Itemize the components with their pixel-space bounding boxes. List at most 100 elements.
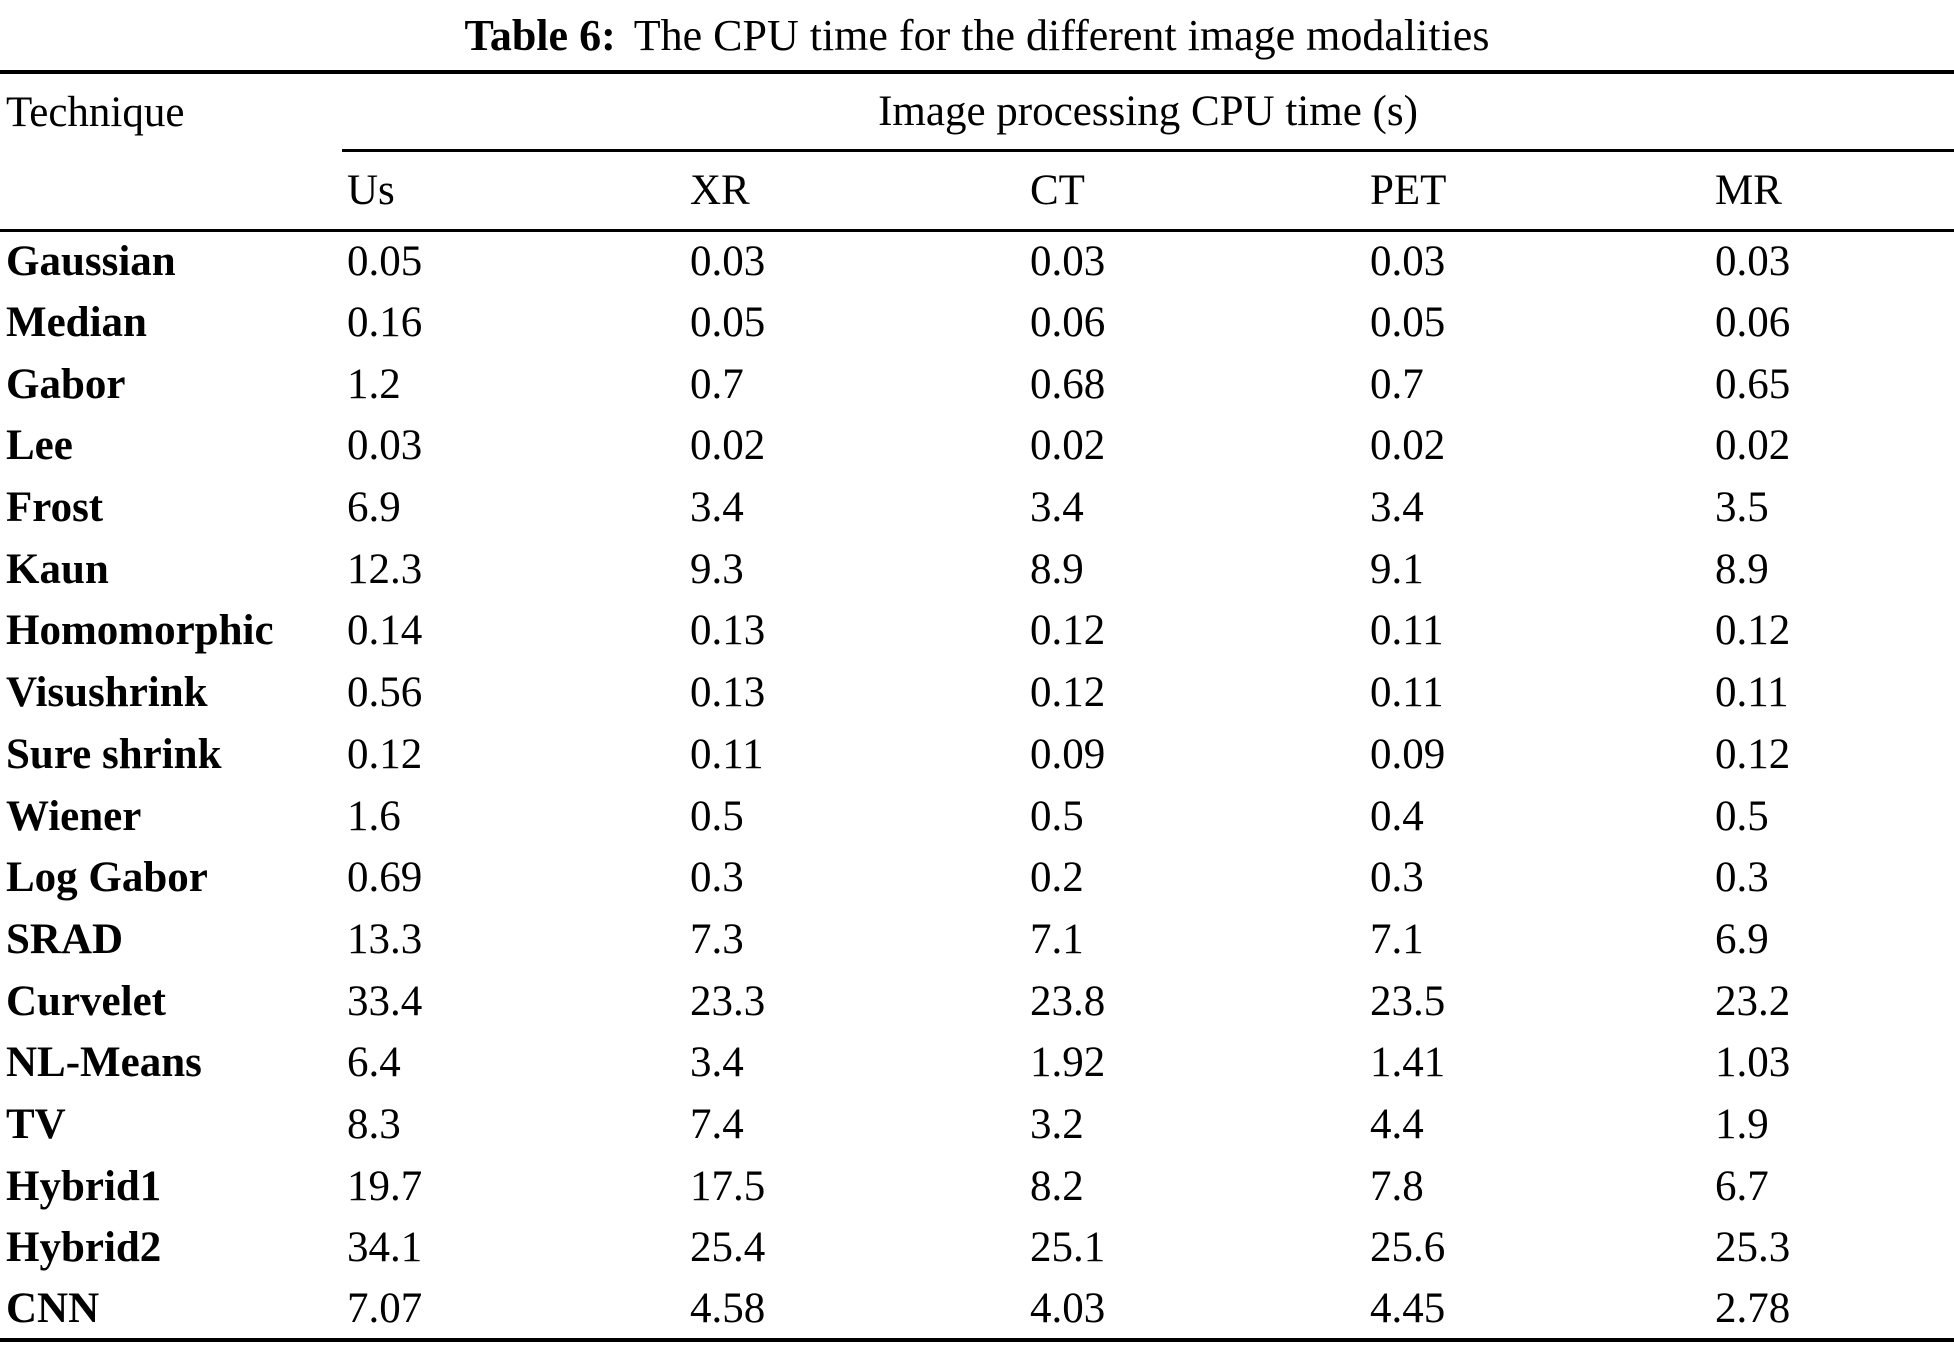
cpu-time-table: Technique Image processing CPU time (s) … xyxy=(0,70,1954,1343)
table-caption: Table 6: The CPU time for the different … xyxy=(0,0,1954,70)
value-cell: 0.03 xyxy=(1715,238,1791,286)
group-header-row: Technique Image processing CPU time (s) xyxy=(0,72,1954,152)
value-cell: 23.8 xyxy=(1030,977,1106,1025)
technique-cell: Hybrid1 xyxy=(6,1162,162,1210)
value-cell: 3.4 xyxy=(690,1039,744,1087)
technique-cell: Log Gabor xyxy=(6,854,208,902)
value-cell: 25.1 xyxy=(1030,1224,1106,1272)
value-cell: 6.7 xyxy=(1715,1162,1769,1210)
value-cell: 4.4 xyxy=(1370,1100,1424,1148)
value-cell: 8.9 xyxy=(1715,545,1769,593)
value-cell: 3.4 xyxy=(1370,484,1424,532)
value-cell: 4.45 xyxy=(1370,1285,1446,1333)
modality-header-mr: MR xyxy=(1715,166,1782,214)
value-cell: 0.5 xyxy=(1715,792,1769,840)
value-cell: 1.03 xyxy=(1715,1039,1791,1087)
value-cell: 0.69 xyxy=(347,854,423,902)
table-row: Visushrink 0.56 0.13 0.12 0.11 0.11 xyxy=(0,662,1954,724)
value-cell: 7.4 xyxy=(690,1100,744,1148)
value-cell: 0.65 xyxy=(1715,360,1791,408)
cpu-time-span-header: Image processing CPU time (s) xyxy=(342,72,1954,152)
technique-cell: Visushrink xyxy=(6,669,208,717)
table-row: Gaussian 0.05 0.03 0.03 0.03 0.03 xyxy=(0,230,1954,292)
modality-header-us: Us xyxy=(347,166,395,214)
value-cell: 12.3 xyxy=(347,545,423,593)
value-cell: 0.09 xyxy=(1370,730,1446,778)
value-cell: 0.02 xyxy=(690,422,766,470)
value-cell: 0.05 xyxy=(690,299,766,347)
table-row: Log Gabor 0.69 0.3 0.2 0.3 0.3 xyxy=(0,847,1954,909)
value-cell: 33.4 xyxy=(347,977,423,1025)
value-cell: 19.7 xyxy=(347,1162,423,1210)
technique-cell: TV xyxy=(6,1100,66,1148)
value-cell: 17.5 xyxy=(690,1162,766,1210)
value-cell: 0.11 xyxy=(1370,669,1444,717)
value-cell: 1.6 xyxy=(347,792,401,840)
value-cell: 0.11 xyxy=(1715,669,1789,717)
value-cell: 0.06 xyxy=(1715,299,1791,347)
value-cell: 0.02 xyxy=(1715,422,1791,470)
value-cell: 0.12 xyxy=(347,730,423,778)
value-cell: 4.03 xyxy=(1030,1285,1106,1333)
table-row: Hybrid1 19.7 17.5 8.2 7.8 6.7 xyxy=(0,1155,1954,1217)
value-cell: 0.5 xyxy=(1030,792,1084,840)
value-cell: 34.1 xyxy=(347,1224,423,1272)
technique-cell: NL-Means xyxy=(6,1039,202,1087)
value-cell: 0.03 xyxy=(347,422,423,470)
technique-column-header: Technique xyxy=(6,88,185,136)
value-cell: 8.2 xyxy=(1030,1162,1084,1210)
value-cell: 23.5 xyxy=(1370,977,1446,1025)
value-cell: 3.2 xyxy=(1030,1100,1084,1148)
value-cell: 0.5 xyxy=(690,792,744,840)
value-cell: 0.11 xyxy=(1370,607,1444,655)
table-row: Frost 6.9 3.4 3.4 3.4 3.5 xyxy=(0,477,1954,539)
table-row: Kaun 12.3 9.3 8.9 9.1 8.9 xyxy=(0,538,1954,600)
technique-cell: Kaun xyxy=(6,545,109,593)
technique-cell: Hybrid2 xyxy=(6,1224,162,1272)
table-row: Sure shrink 0.12 0.11 0.09 0.09 0.12 xyxy=(0,724,1954,786)
technique-cell: Homomorphic xyxy=(6,607,274,655)
table-row: Curvelet 33.4 23.3 23.8 23.5 23.2 xyxy=(0,970,1954,1032)
technique-cell: SRAD xyxy=(6,915,124,963)
table-row: TV 8.3 7.4 3.2 4.4 1.9 xyxy=(0,1094,1954,1156)
value-cell: 0.12 xyxy=(1030,607,1106,655)
value-cell: 0.14 xyxy=(347,607,423,655)
modality-header-row: Us XR CT PET MR xyxy=(0,150,1954,230)
value-cell: 8.9 xyxy=(1030,545,1084,593)
table-row: CNN 7.07 4.58 4.03 4.45 2.78 xyxy=(0,1279,1954,1341)
value-cell: 25.3 xyxy=(1715,1224,1791,1272)
value-cell: 0.02 xyxy=(1030,422,1106,470)
value-cell: 7.3 xyxy=(690,915,744,963)
value-cell: 0.12 xyxy=(1030,669,1106,717)
table-row: Gabor 1.2 0.7 0.68 0.7 0.65 xyxy=(0,353,1954,415)
technique-cell: Gaussian xyxy=(6,238,176,286)
value-cell: 9.1 xyxy=(1370,545,1424,593)
value-cell: 0.7 xyxy=(1370,360,1424,408)
table-row: Lee 0.03 0.02 0.02 0.02 0.02 xyxy=(0,415,1954,477)
value-cell: 1.9 xyxy=(1715,1100,1769,1148)
value-cell: 0.68 xyxy=(1030,360,1106,408)
value-cell: 7.07 xyxy=(347,1285,423,1333)
value-cell: 6.9 xyxy=(1715,915,1769,963)
value-cell: 4.58 xyxy=(690,1285,766,1333)
value-cell: 2.78 xyxy=(1715,1285,1791,1333)
value-cell: 23.2 xyxy=(1715,977,1791,1025)
technique-cell: Lee xyxy=(6,422,73,470)
value-cell: 0.13 xyxy=(690,669,766,717)
modality-header-ct: CT xyxy=(1030,166,1085,214)
value-cell: 0.02 xyxy=(1370,422,1446,470)
table-row: NL-Means 6.4 3.4 1.92 1.41 1.03 xyxy=(0,1032,1954,1094)
technique-cell: Sure shrink xyxy=(6,730,222,778)
table-row: Hybrid2 34.1 25.4 25.1 25.6 25.3 xyxy=(0,1217,1954,1279)
value-cell: 6.4 xyxy=(347,1039,401,1087)
value-cell: 0.2 xyxy=(1030,854,1084,902)
value-cell: 0.05 xyxy=(347,238,423,286)
value-cell: 23.3 xyxy=(690,977,766,1025)
value-cell: 0.3 xyxy=(1370,854,1424,902)
value-cell: 0.11 xyxy=(690,730,764,778)
value-cell: 0.05 xyxy=(1370,299,1446,347)
technique-cell: Median xyxy=(6,299,147,347)
value-cell: 0.3 xyxy=(690,854,744,902)
value-cell: 7.1 xyxy=(1030,915,1084,963)
